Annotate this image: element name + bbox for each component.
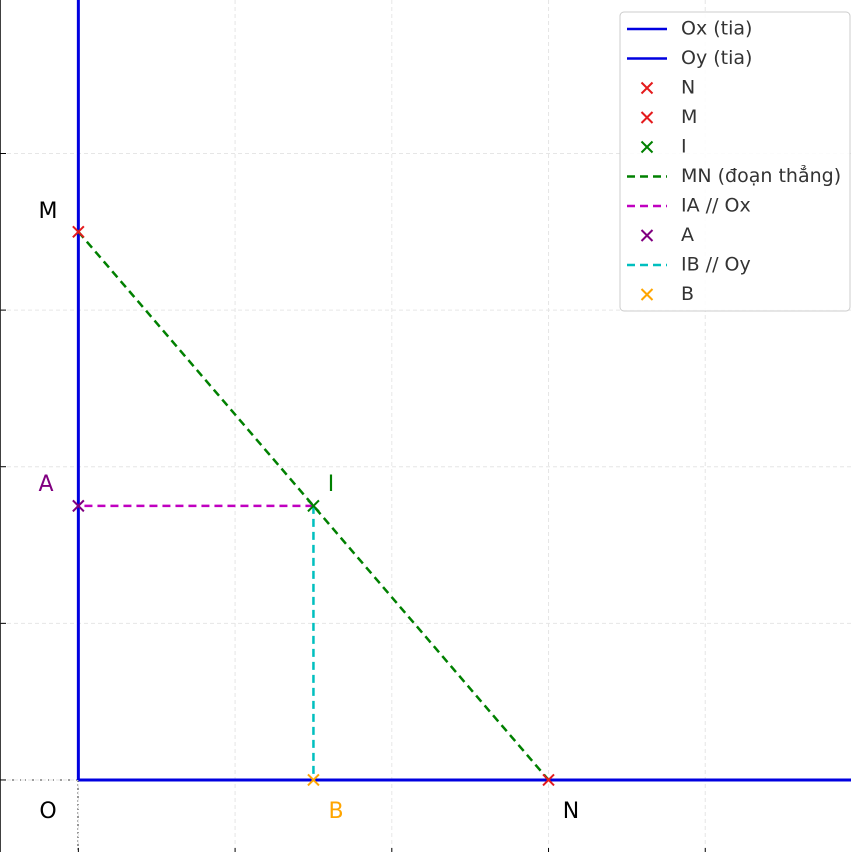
legend-label: A: [681, 224, 694, 246]
point-label: M: [39, 199, 58, 224]
legend-label: Ox (tia): [681, 18, 752, 40]
segment: [77, 230, 550, 781]
legend-box: [619, 11, 851, 312]
legend-handle: [640, 111, 654, 124]
point-label: N: [563, 799, 579, 824]
point-marker: [72, 225, 85, 239]
legend-label: B: [681, 283, 694, 305]
point-label: I: [328, 472, 335, 497]
legend-handle: [640, 229, 654, 242]
legend-handle: [640, 81, 654, 95]
legend-handle: [640, 288, 654, 301]
point-marker: [72, 499, 85, 513]
legend-label: M: [681, 106, 697, 128]
point-label: B: [328, 799, 343, 824]
legend-handle: [640, 140, 654, 154]
point-marker: [307, 773, 320, 787]
point-marker: [307, 499, 320, 513]
point-label: O: [39, 799, 56, 824]
legend-label: IA // Ox: [681, 195, 751, 217]
legend-label: I: [681, 136, 687, 158]
point-label: A: [38, 472, 53, 497]
legend-label: MN (đoạn thẳng): [681, 164, 841, 187]
legend-label: IB // Oy: [681, 254, 751, 276]
legend-label: Oy (tia): [681, 47, 752, 69]
legend: Ox (tia) Oy (tia) NMI MN (đoạn thẳng) IA // …: [619, 11, 851, 312]
legend-label: N: [681, 77, 695, 99]
point-marker: [542, 773, 555, 787]
